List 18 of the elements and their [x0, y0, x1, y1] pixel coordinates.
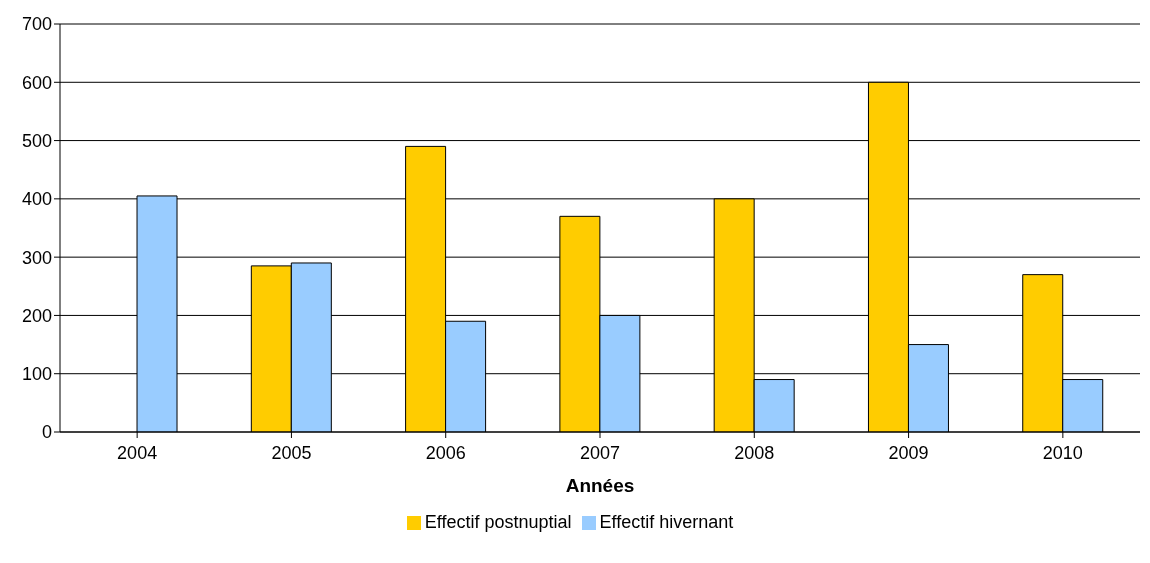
- legend-label: Effectif postnuptial: [424, 512, 572, 532]
- y-tick-label: 0: [41, 422, 52, 443]
- x-tick-label: 2010: [1042, 442, 1083, 463]
- y-tick-label: 600: [21, 72, 52, 93]
- x-tick-label: 2006: [425, 442, 466, 463]
- legend-label: Effectif hivernant: [599, 512, 734, 532]
- y-tick-label: 500: [21, 130, 52, 151]
- y-tick-label: 200: [21, 305, 52, 326]
- y-tick-label: 300: [21, 247, 52, 268]
- x-tick-label: 2007: [579, 442, 621, 463]
- y-tick-label: 400: [21, 189, 52, 210]
- x-axis-title: Années: [565, 475, 635, 496]
- x-tick-label: 2004: [117, 442, 158, 463]
- x-tick-label: 2005: [271, 442, 312, 463]
- x-tick-label: 2009: [888, 442, 929, 463]
- y-tick-label: 100: [21, 364, 52, 385]
- y-tick-label: 700: [21, 14, 52, 35]
- x-tick-label: 2008: [734, 442, 775, 463]
